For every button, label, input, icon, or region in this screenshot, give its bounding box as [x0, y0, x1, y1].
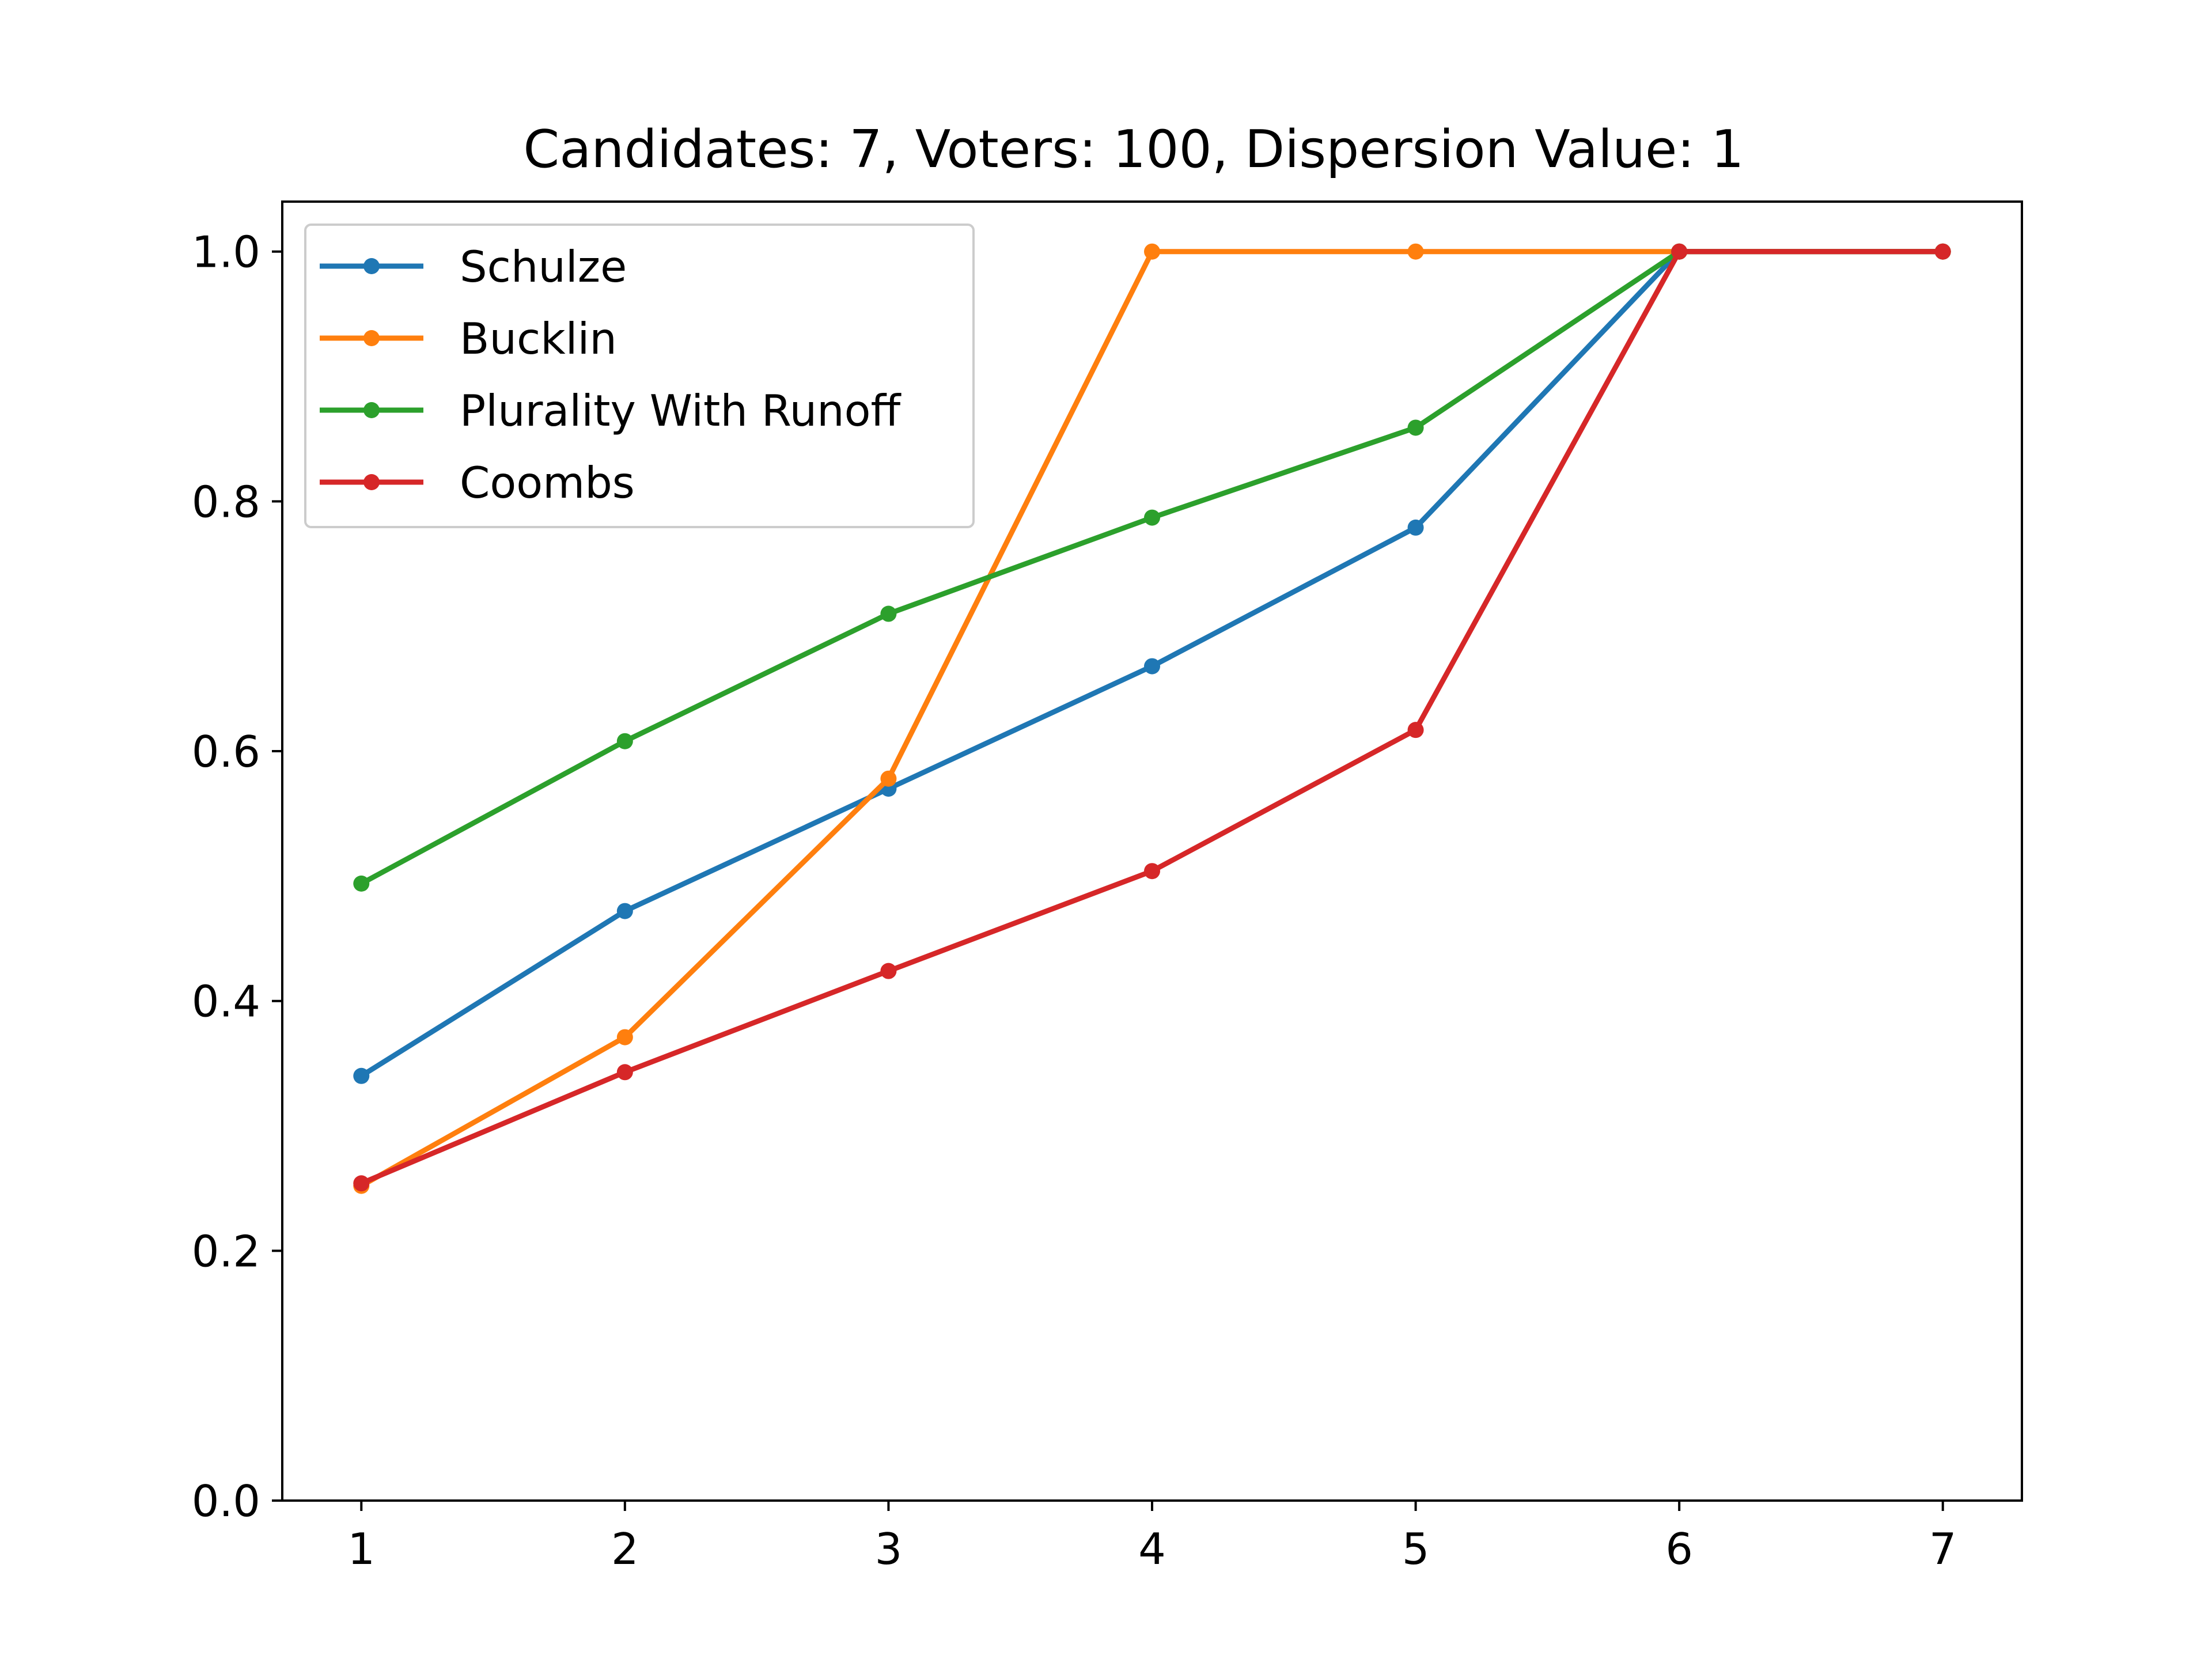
- data-point: [1407, 722, 1424, 738]
- y-tick-label: 0.4: [192, 976, 260, 1027]
- legend-item: Plurality With Runoff: [320, 385, 902, 436]
- legend-label: Bucklin: [460, 313, 617, 364]
- data-point: [1144, 243, 1160, 260]
- data-point: [1934, 243, 1951, 260]
- x-tick-label: 3: [875, 1524, 903, 1574]
- data-point: [616, 733, 633, 749]
- x-tick-label: 6: [1665, 1524, 1693, 1574]
- legend-swatch-marker: [363, 330, 380, 346]
- legend-label: Schulze: [460, 241, 627, 292]
- legend-label: Plurality With Runoff: [460, 385, 902, 436]
- data-point: [1671, 243, 1688, 260]
- legend-label: Coombs: [460, 457, 635, 508]
- legend-item: Schulze: [320, 241, 627, 292]
- legend-box: [304, 224, 975, 528]
- data-point: [880, 963, 897, 979]
- series-layer: [353, 243, 1951, 1194]
- x-tick-label: 7: [1929, 1524, 1957, 1574]
- data-point: [1407, 519, 1424, 536]
- data-point: [353, 1175, 370, 1192]
- axes: 1 2 3 4 5 6 7 0.0 0.2 0.4 0.6 0.8 1.0: [192, 227, 1957, 1574]
- data-point: [1407, 419, 1424, 436]
- x-tick-label: 4: [1138, 1524, 1166, 1574]
- data-point: [616, 903, 633, 919]
- y-tick-label: 0.6: [192, 726, 260, 777]
- data-point: [353, 1067, 370, 1084]
- y-tick-label: 0.8: [192, 476, 260, 527]
- x-tick-label: 5: [1402, 1524, 1430, 1574]
- legend-item: Bucklin: [320, 313, 617, 364]
- data-point: [880, 605, 897, 622]
- data-point: [1144, 863, 1160, 880]
- data-point: [353, 875, 370, 892]
- chart-title: Candidates: 7, Voters: 100, Dispersion V…: [523, 119, 1744, 180]
- series-coombs: [353, 243, 1951, 1192]
- legend-swatch-marker: [363, 402, 380, 418]
- data-point: [880, 770, 897, 787]
- y-tick-label: 0.2: [192, 1226, 260, 1277]
- data-point: [616, 1064, 633, 1081]
- x-tick-label: 2: [611, 1524, 639, 1574]
- data-point: [1144, 509, 1160, 526]
- y-tick-label: 1.0: [192, 227, 260, 278]
- legend-swatch-marker: [363, 258, 380, 274]
- data-point: [1407, 243, 1424, 260]
- x-tick-label: 1: [347, 1524, 375, 1574]
- y-tick-label: 0.0: [192, 1476, 260, 1527]
- data-point: [1144, 658, 1160, 675]
- legend-swatch-marker: [363, 474, 380, 490]
- legend: Schulze Bucklin Plurality With Runoff Coomb…: [304, 224, 975, 528]
- legend-item: Coombs: [320, 457, 635, 508]
- data-point: [616, 1029, 633, 1046]
